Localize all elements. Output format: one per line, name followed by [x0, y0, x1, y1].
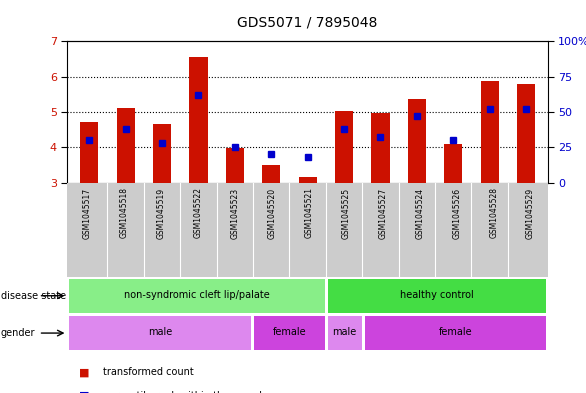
Bar — [481, 81, 499, 183]
Bar — [226, 148, 244, 183]
Bar — [408, 99, 426, 183]
Text: gender: gender — [1, 328, 35, 338]
Bar — [517, 84, 535, 183]
Text: GSM1045529: GSM1045529 — [526, 187, 535, 239]
Text: female: female — [439, 327, 472, 337]
Bar — [372, 114, 390, 183]
Text: male: male — [332, 327, 357, 337]
Text: GSM1045524: GSM1045524 — [415, 187, 424, 239]
Bar — [328, 279, 547, 312]
Text: ■: ■ — [79, 367, 90, 377]
Text: GSM1045518: GSM1045518 — [120, 187, 128, 239]
Bar — [153, 124, 171, 183]
Text: GSM1045523: GSM1045523 — [230, 187, 240, 239]
Bar — [444, 144, 462, 183]
Text: transformed count: transformed count — [103, 367, 193, 377]
Bar — [254, 316, 325, 350]
Text: male: male — [148, 327, 172, 337]
Text: GSM1045528: GSM1045528 — [489, 187, 498, 239]
Bar — [298, 177, 317, 183]
Text: GSM1045519: GSM1045519 — [156, 187, 165, 239]
Text: healthy control: healthy control — [400, 290, 474, 300]
Text: GSM1045521: GSM1045521 — [304, 187, 314, 239]
Text: GSM1045517: GSM1045517 — [83, 187, 91, 239]
Bar — [69, 279, 325, 312]
Bar — [69, 316, 251, 350]
Text: GDS5071 / 7895048: GDS5071 / 7895048 — [237, 16, 378, 30]
Text: disease state: disease state — [1, 291, 66, 301]
Bar — [117, 108, 135, 183]
Text: GSM1045520: GSM1045520 — [267, 187, 277, 239]
Text: female: female — [272, 327, 306, 337]
Text: GSM1045527: GSM1045527 — [378, 187, 387, 239]
Bar — [80, 122, 98, 183]
Bar — [328, 316, 362, 350]
Text: GSM1045522: GSM1045522 — [193, 187, 202, 239]
Bar — [335, 111, 353, 183]
Bar — [189, 57, 207, 183]
Bar — [262, 165, 280, 183]
Text: ■: ■ — [79, 391, 90, 393]
Text: non-syndromic cleft lip/palate: non-syndromic cleft lip/palate — [124, 290, 270, 300]
Text: percentile rank within the sample: percentile rank within the sample — [103, 391, 268, 393]
Text: GSM1045525: GSM1045525 — [341, 187, 350, 239]
Bar — [364, 316, 547, 350]
Text: GSM1045526: GSM1045526 — [452, 187, 461, 239]
